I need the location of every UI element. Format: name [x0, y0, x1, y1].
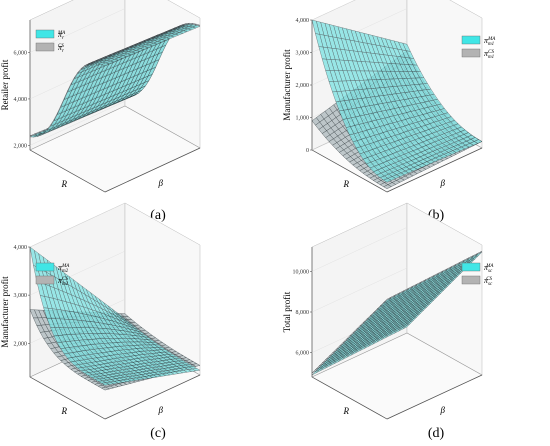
z-axis-label: Manufacturer profit	[0, 276, 10, 348]
y-axis-label: β	[440, 178, 446, 188]
x-axis-label: R	[343, 406, 350, 416]
legend-swatch-cs	[461, 275, 481, 285]
beta-axis-line	[386, 374, 483, 420]
legend-swatch-cs	[35, 275, 55, 285]
legend: πm1MA πm1CS	[461, 35, 496, 60]
y-axis-label: β	[440, 405, 446, 415]
surface-cell	[101, 62, 110, 66]
z-tick-label: 3,000	[296, 51, 310, 57]
z-tick-label: 2,000	[14, 341, 28, 347]
z-tick-label: 10,000	[293, 269, 310, 275]
legend-entry-ma: πscMA	[484, 263, 494, 274]
z-axis-label: Retailer profit	[0, 59, 10, 110]
legend-entry-cs: πrCS	[58, 43, 64, 54]
legend-entry-cs: πm2CS	[58, 276, 69, 287]
y-axis-label: β	[158, 178, 164, 188]
surface-cell	[383, 296, 392, 303]
r-axis-line	[311, 149, 388, 193]
beta-axis-line	[104, 147, 201, 193]
z-gridline	[29, 202, 126, 248]
panel-label-3: (c)	[150, 426, 166, 441]
legend-swatch-ma	[35, 29, 55, 39]
legend-entry-ma: πm2MA	[58, 263, 70, 274]
surface-cell	[383, 297, 392, 304]
z-tick-label: 4,000	[296, 18, 310, 24]
legend-entry-ma: πrMA	[57, 30, 66, 41]
surface-ma	[311, 19, 483, 183]
surface-cell	[383, 184, 392, 189]
z-tick-label: 2,000	[14, 143, 28, 149]
z-tick-label: 4,000	[14, 245, 28, 251]
legend-swatch-ma	[461, 35, 481, 45]
panel-label-4: (d)	[428, 426, 445, 441]
z-tick-label: 0	[306, 148, 309, 154]
z-gridline	[311, 267, 408, 313]
z-tick-label: 2,000	[296, 83, 310, 89]
legend: πm2MA πm2CS	[35, 262, 70, 287]
z-tick-label: 8,000	[296, 310, 310, 316]
legend-entry-cs: πscCS	[484, 276, 493, 287]
beta-axis-line	[386, 147, 483, 193]
surface-cell	[101, 386, 110, 391]
chart-panel-1: 2,000 4,000 6,000 Retailer profit R β πrMA πrCS	[0, 0, 201, 193]
legend-swatch-ma	[461, 262, 481, 272]
r-axis-line	[29, 376, 106, 420]
surface-ma	[29, 24, 201, 138]
z-tick-label: 3,000	[14, 293, 28, 299]
z-gridline	[311, 0, 356, 21]
z-gridline	[311, 227, 408, 272]
legend-swatch-cs	[461, 48, 481, 58]
z-tick-label: 1,000	[296, 116, 310, 122]
legend-entry-ma: πm1MA	[484, 36, 496, 47]
z-axis-label: Manufacturer profit	[282, 49, 292, 121]
y-axis-label: β	[158, 405, 164, 415]
z-tick-label: 6,000	[296, 351, 310, 357]
legend: πrMA πrCS	[35, 29, 66, 54]
z-tick-label: 6,000	[14, 51, 28, 57]
chart-panel-4: 6,000 8,000 10,000 Total profit R β πscMA πscCS	[282, 202, 494, 420]
surface-cell	[101, 382, 110, 386]
r-axis-line	[29, 149, 106, 193]
z-tick-label: 4,000	[14, 97, 28, 103]
x-axis-label: R	[61, 406, 68, 416]
surface-cell	[383, 178, 392, 183]
legend-swatch-cs	[35, 42, 55, 52]
chart-panel-3: 2,000 3,000 4,000 Manufacturer profit R β πm2M…	[0, 202, 201, 420]
z-axis-label: Total profit	[282, 291, 292, 332]
surface-ma	[311, 251, 483, 376]
legend-swatch-ma	[35, 262, 55, 272]
r-axis-line	[311, 376, 388, 420]
beta-axis-line	[104, 374, 201, 420]
z-gridline	[29, 101, 126, 146]
x-axis-label: R	[343, 179, 350, 189]
chart-panel-2: 0 1,000 2,000 3,000 4,000 Manufacturer profit…	[282, 0, 496, 193]
x-axis-label: R	[61, 179, 68, 189]
legend-entry-cs: πm1CS	[484, 49, 494, 60]
legend: πscMA πscCS	[461, 262, 494, 287]
